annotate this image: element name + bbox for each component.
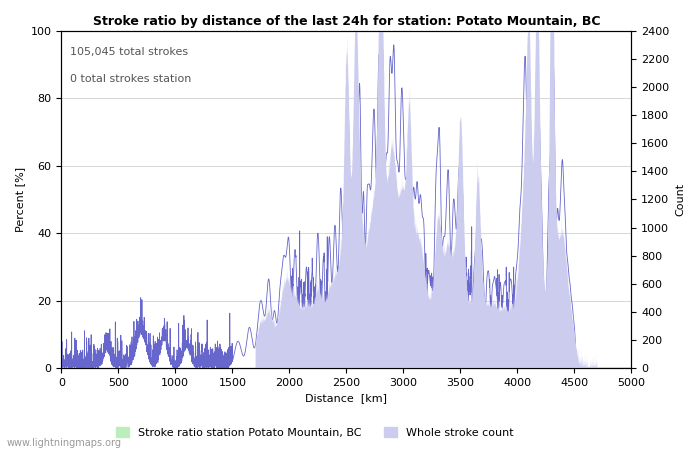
Y-axis label: Percent [%]: Percent [%] bbox=[15, 167, 25, 232]
X-axis label: Distance  [km]: Distance [km] bbox=[305, 393, 387, 404]
Text: www.lightningmaps.org: www.lightningmaps.org bbox=[7, 438, 122, 448]
Y-axis label: Count: Count bbox=[675, 183, 685, 216]
Text: 0 total strokes station: 0 total strokes station bbox=[70, 74, 191, 85]
Text: 105,045 total strokes: 105,045 total strokes bbox=[70, 47, 188, 58]
Legend: Stroke ratio station Potato Mountain, BC, Whole stroke count: Stroke ratio station Potato Mountain, BC… bbox=[112, 423, 518, 442]
Title: Stroke ratio by distance of the last 24h for station: Potato Mountain, BC: Stroke ratio by distance of the last 24h… bbox=[92, 15, 600, 28]
